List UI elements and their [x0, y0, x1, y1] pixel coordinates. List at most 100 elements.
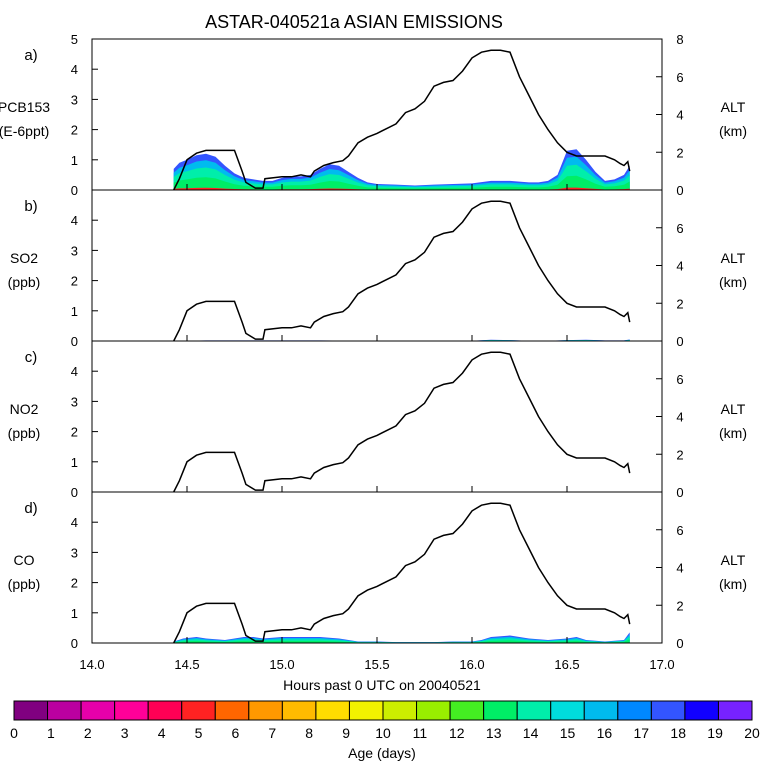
alt-unit-label: (km) [719, 274, 747, 290]
alt-label: ALT [721, 401, 746, 417]
left-tick-label: 3 [71, 92, 78, 107]
left-tick-label: 4 [71, 62, 78, 77]
right-tick-label: 0 [676, 183, 683, 198]
panel-frame [91, 491, 663, 644]
colorbar-cell [516, 700, 552, 721]
unit-label: (ppb) [8, 274, 41, 290]
right-tick-label: 0 [676, 334, 683, 349]
alt-unit-label: (km) [719, 576, 747, 592]
species-label: PCB153 [0, 99, 50, 115]
unit-label: (ppb) [8, 576, 41, 592]
panel-letter: c) [25, 349, 38, 366]
colorbar-tick-label: 7 [268, 725, 276, 741]
left-tick-label: 2 [71, 123, 78, 138]
right-tick-label: 4 [676, 561, 683, 576]
alt-unit-label: (km) [719, 425, 747, 441]
colorbar-tick-label: 16 [597, 725, 613, 741]
left-tick-label: 1 [71, 455, 78, 470]
colorbar-cell [382, 700, 418, 721]
x-tick-label: 14.5 [174, 657, 199, 672]
colorbar-cell [181, 700, 216, 721]
species-label: CO [14, 552, 35, 568]
colorbar-tick-label: 10 [375, 725, 391, 741]
colorbar-cell [416, 700, 451, 721]
colorbar-cell [684, 700, 719, 721]
left-tick-label: 4 [71, 213, 78, 228]
right-tick-label: 0 [676, 485, 683, 500]
left-tick-label: 0 [71, 334, 78, 349]
right-tick-label: 2 [676, 447, 683, 462]
colorbar-cell [13, 700, 49, 721]
right-tick-label: 6 [676, 523, 683, 538]
panels: 01234502468a)PCB153(E-6ppt)ALT(km)012340… [0, 32, 747, 651]
species-label: SO2 [10, 250, 38, 266]
colorbar-cell [248, 700, 283, 721]
x-tick-label: 15.0 [269, 657, 294, 672]
left-tick-label: 0 [71, 183, 78, 198]
panel-letter: d) [24, 500, 37, 517]
species-label: NO2 [10, 401, 39, 417]
colorbar-tick-label: 13 [486, 725, 502, 741]
left-tick-label: 3 [71, 394, 78, 409]
right-tick-label: 2 [676, 296, 683, 311]
left-tick-label: 1 [71, 606, 78, 621]
alt-label: ALT [721, 552, 746, 568]
right-tick-label: 6 [676, 372, 683, 387]
colorbar-cell [214, 700, 250, 721]
panel-letter: a) [24, 47, 37, 64]
colorbar-tick-label: 12 [449, 725, 465, 741]
right-tick-label: 6 [676, 70, 683, 85]
panel-frame [91, 340, 663, 493]
x-tick-label: 15.5 [364, 657, 389, 672]
colorbar-tick-label: 15 [560, 725, 576, 741]
left-tick-label: 0 [71, 485, 78, 500]
colorbar-cell [114, 700, 149, 721]
x-axis: 14.0 14.5 15.0 15.5 16.0 16.5 17.0 [79, 657, 674, 672]
concentration-band-1 [173, 156, 630, 190]
x-tick-label: 16.5 [554, 657, 579, 672]
colorbar-cell [650, 700, 686, 721]
left-tick-label: 2 [71, 274, 78, 289]
colorbar-tick-label: 9 [342, 725, 350, 741]
concentration-band-3 [173, 639, 630, 643]
right-tick-label: 4 [676, 410, 683, 425]
colorbar: 0 1 2 3 4 5 6 7 8 9 10 11 12 13 14 15 16 17 18 19 20 [10, 700, 760, 741]
right-tick-label: 6 [676, 221, 683, 236]
colorbar-tick-label: 18 [670, 725, 686, 741]
colorbar-tick-label: 19 [707, 725, 723, 741]
right-tick-label: 2 [676, 598, 683, 613]
colorbar-tick-label: 4 [158, 725, 166, 741]
alt-label: ALT [721, 250, 746, 266]
panel-letter: b) [24, 198, 37, 215]
colorbar-tick-label: 14 [523, 725, 539, 741]
alt-unit-label: (km) [719, 123, 747, 139]
altitude-line [173, 502, 631, 644]
x-tick-label: 14.0 [79, 657, 104, 672]
colorbar-cell [449, 700, 485, 721]
concentration-band-4 [173, 187, 630, 190]
colorbar-cell [583, 700, 619, 721]
altitude-line [173, 49, 631, 191]
concentration-band-3 [173, 175, 630, 190]
left-tick-label: 5 [71, 32, 78, 47]
colorbar-cell [47, 700, 82, 721]
left-tick-label: 4 [71, 364, 78, 379]
panel-so2: 0 1 2 3 4 0 2 4 6 b) SO2 (ppb) ALT (km) [8, 189, 747, 349]
colorbar-cell [348, 700, 384, 721]
colorbar-tick-label: 2 [84, 725, 92, 741]
left-tick-label: 2 [71, 425, 78, 440]
right-tick-label: 4 [676, 108, 683, 123]
x-axis-label: Hours past 0 UTC on 20040521 [283, 677, 481, 693]
left-tick-label: 2 [71, 576, 78, 591]
colorbar-cell [483, 700, 518, 721]
left-tick-label: 1 [71, 304, 78, 319]
colorbar-cell [315, 700, 350, 721]
colorbar-tick-label: 0 [10, 725, 18, 741]
left-tick-label: 1 [71, 153, 78, 168]
panel-co: 0 1 2 3 4 0 2 4 6 d) CO (ppb) ALT (km) [8, 491, 747, 651]
colorbar-cell [147, 700, 183, 721]
left-tick-label: 0 [71, 636, 78, 651]
colorbar-cell [550, 700, 585, 721]
colorbar-tick-label: 1 [47, 725, 55, 741]
unit-label: (ppb) [8, 425, 41, 441]
